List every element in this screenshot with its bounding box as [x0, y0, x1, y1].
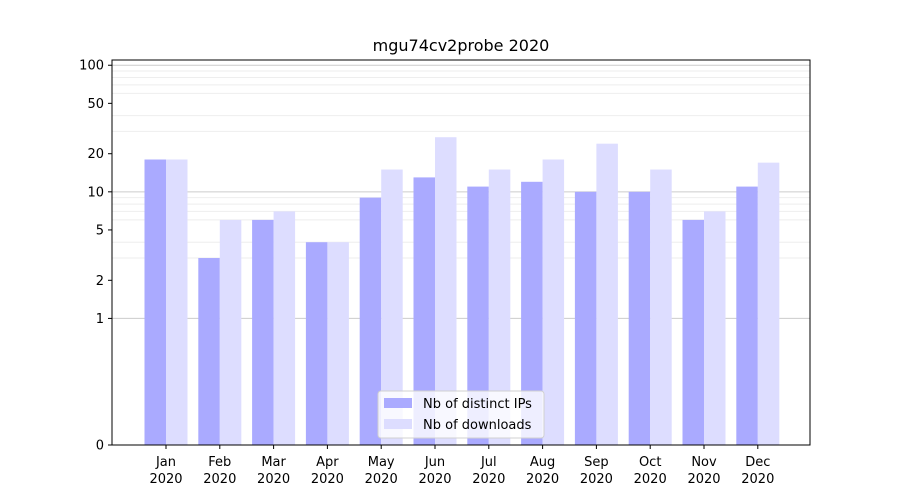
- bar-ips-jan: [144, 159, 166, 445]
- bar-downloads-nov: [704, 211, 726, 445]
- x-tick-label-year: 2020: [741, 472, 774, 487]
- x-tick-label-year: 2020: [687, 472, 720, 487]
- bar-downloads-jan: [166, 159, 188, 445]
- bar-downloads-aug: [542, 159, 565, 445]
- x-tick-label-year: 2020: [526, 472, 559, 487]
- bar-downloads-sep: [596, 143, 618, 445]
- y-tick-label: 10: [87, 185, 104, 200]
- y-tick-label: 1: [96, 312, 104, 327]
- x-tick-label-year: 2020: [311, 472, 344, 487]
- bar-ips-aug: [521, 181, 543, 445]
- legend: Nb of distinct IPs Nb of downloads: [377, 390, 545, 439]
- x-tick-label-month: Mar: [261, 455, 286, 470]
- chart-title: mgu74cv2probe 2020: [373, 36, 550, 55]
- x-tick-label-year: 2020: [365, 472, 398, 487]
- x-tick-label-month: Oct: [639, 455, 661, 470]
- y-tick-label: 20: [87, 147, 104, 162]
- x-tick-label-year: 2020: [257, 472, 290, 487]
- legend-box: [377, 390, 545, 439]
- bar-downloads-feb: [219, 219, 242, 445]
- x-axis: Jan 2020 Feb 2020 Mar 2020 Apr 2020 May 2020 Jun 20…: [149, 445, 774, 487]
- bar-ips-sep: [574, 191, 597, 445]
- legend-label: Nb of downloads: [423, 418, 532, 433]
- bar-downloads-oct: [650, 169, 672, 445]
- x-tick-label-month: Sep: [584, 455, 609, 470]
- x-tick-label-year: 2020: [472, 472, 505, 487]
- bars: [144, 137, 780, 446]
- y-tick-label: 50: [87, 97, 104, 112]
- bar-ips-jun: [413, 177, 435, 446]
- legend-swatch: [384, 419, 412, 429]
- bar-ips-feb: [198, 258, 220, 445]
- bar-ips-jul: [467, 186, 489, 446]
- legend-label: Nb of distinct IPs: [423, 397, 532, 412]
- x-tick-label-month: Jun: [424, 455, 445, 470]
- x-tick-label-month: Aug: [530, 455, 555, 470]
- bar-downloads-jun: [435, 137, 457, 446]
- x-tick-label-month: May: [368, 455, 395, 470]
- y-tick-label: 2: [96, 274, 104, 289]
- x-tick-label-year: 2020: [634, 472, 667, 487]
- x-tick-label-month: Apr: [316, 455, 339, 470]
- x-tick-label-year: 2020: [418, 472, 451, 487]
- bar-ips-oct: [628, 191, 651, 445]
- y-tick-label: 100: [79, 59, 104, 74]
- x-tick-label-month: Jul: [480, 455, 497, 470]
- x-tick-label-month: Feb: [208, 455, 231, 470]
- plot-frame: [111, 59, 811, 446]
- bar-ips-nov: [682, 219, 704, 445]
- x-tick-label-year: 2020: [580, 472, 613, 487]
- bar-ips-mar: [252, 219, 274, 445]
- bar-downloads-jul: [488, 169, 511, 445]
- y-tick-label: 5: [96, 223, 104, 238]
- bar-downloads-may: [381, 169, 403, 445]
- bar-downloads-apr: [327, 242, 349, 445]
- bar-downloads-dec: [757, 162, 780, 445]
- bar-ips-apr: [305, 242, 328, 445]
- bar-downloads-mar: [273, 211, 296, 445]
- x-tick-label-month: Jan: [155, 455, 176, 470]
- legend-swatch: [384, 398, 412, 408]
- x-tick-label-year: 2020: [149, 472, 182, 487]
- bar-ips-may: [359, 197, 382, 445]
- x-tick-label-month: Dec: [745, 455, 770, 470]
- bar-ips-dec: [736, 186, 758, 446]
- x-tick-label-year: 2020: [203, 472, 236, 487]
- x-tick-label-month: Nov: [691, 455, 717, 470]
- y-tick-label: 0: [96, 439, 104, 454]
- y-axis: 0 1 2 5 10 20 50 100: [79, 59, 112, 454]
